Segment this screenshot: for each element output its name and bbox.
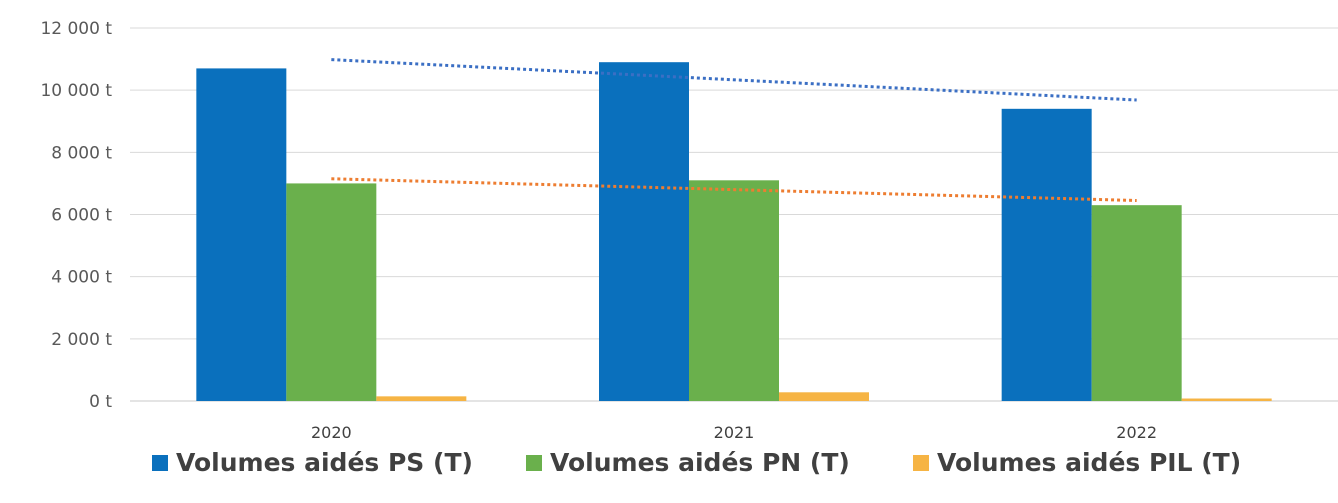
y-tick-label: 4 000 t [51,268,112,288]
x-tick-label: 2020 [311,423,352,442]
bar-2-2020[interactable] [376,396,467,401]
bar-2-2022[interactable] [1181,398,1272,401]
bar-1-2022[interactable] [1091,205,1182,401]
bar-1-2020[interactable] [286,183,377,401]
y-tick-label: 2 000 t [51,330,112,350]
bar-0-2021[interactable] [599,62,689,402]
legend-swatch-ps [152,454,168,471]
legend-item-pn[interactable]: Volumes aidés PN (T) [526,448,850,477]
bar-chart: 0 t 2 000 t 4 000 t 6 000 t 8 000 t 10 000 t 1… [40,19,1338,442]
x-tick-label: 2021 [714,423,755,442]
legend-label-ps: Volumes aidés PS (T) [176,448,473,477]
legend-swatch-pn [526,454,542,471]
y-tick-label: 8 000 t [51,143,112,163]
trendlines [331,58,1137,203]
trendline-1 [331,177,1137,203]
bar-0-2022[interactable] [1001,108,1092,402]
legend-item-pil[interactable]: Volumes aidés PIL (T) [913,448,1241,477]
legend: Volumes aidés PS (T) Volumes aidés PN (T… [0,448,1338,488]
bar-0-2020[interactable] [196,68,287,402]
y-tick-label: 10 000 t [40,81,112,101]
legend-item-ps[interactable]: Volumes aidés PS (T) [152,448,473,477]
y-tick-label: 0 t [89,392,112,412]
legend-label-pil: Volumes aidés PIL (T) [937,448,1242,477]
legend-label-pn: Volumes aidés PN (T) [550,448,850,477]
y-axis-ticks: 0 t 2 000 t 4 000 t 6 000 t 8 000 t 10 000 t 1… [40,19,112,412]
bar-2-2021[interactable] [779,392,869,401]
bars [196,62,1272,402]
x-tick-label: 2022 [1116,423,1157,442]
bar-1-2021[interactable] [689,180,779,401]
legend-swatch-pil [913,454,929,471]
y-tick-label: 6 000 t [51,206,112,226]
trendline-0 [331,58,1137,102]
y-tick-label: 12 000 t [40,19,112,39]
x-axis-categories: 2020 2021 2022 [311,423,1157,442]
